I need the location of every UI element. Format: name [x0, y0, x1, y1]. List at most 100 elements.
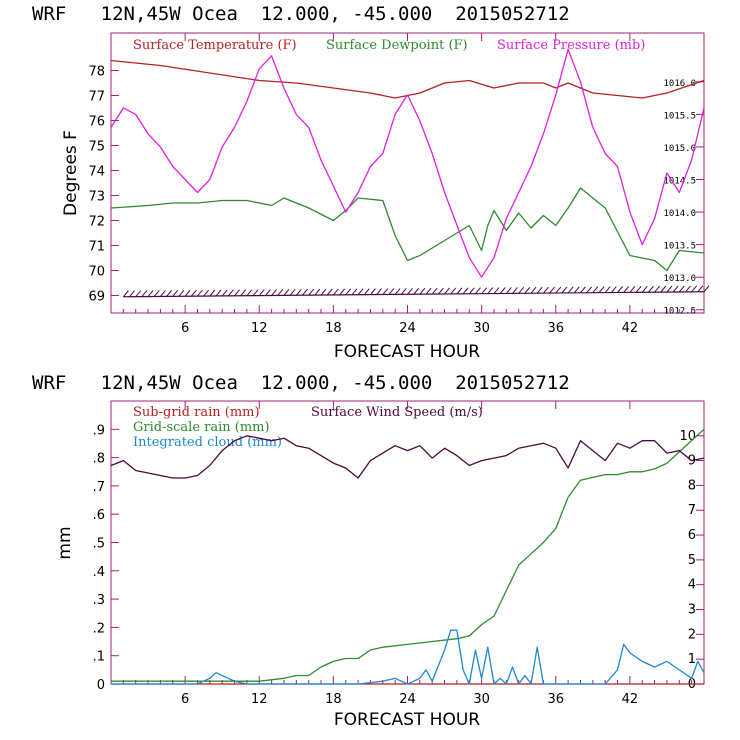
wind-barb — [178, 289, 185, 297]
wind-barb — [475, 287, 481, 295]
panel1-y2tick-label: 1016.0 — [663, 79, 696, 89]
panel1-ytick-label: 69 — [88, 290, 105, 305]
panel1-y2tick-label: 1015.5 — [663, 111, 696, 121]
wind-barb — [549, 286, 555, 294]
wind-barb — [592, 286, 599, 294]
legend-subgrid-rain: Sub-grid rain (mm) — [133, 405, 260, 420]
panel2-ytick-label: 0 — [97, 678, 105, 693]
panel1-ytick-label: 70 — [88, 265, 105, 280]
wind-barb — [629, 286, 636, 293]
wind-barb — [370, 288, 376, 295]
wind-barb — [203, 289, 210, 297]
wind-barb — [376, 288, 382, 295]
panel1-y2tick-label: 1013.0 — [663, 274, 696, 284]
wind-barb — [561, 286, 568, 294]
wind-barb — [543, 286, 549, 294]
panel1-title: WRF 12N,45W Ocea 12.000, -45.000 2015052… — [32, 3, 570, 25]
panel1-ytick-label: 71 — [88, 240, 105, 255]
wind-barb — [394, 288, 401, 295]
wind-barb — [678, 285, 685, 293]
wind-barb — [660, 285, 667, 293]
panel1-series-surface-temperature-f — [110, 59, 705, 99]
wind-barb — [505, 287, 512, 294]
wind-barb — [345, 288, 352, 296]
wind-barb — [332, 288, 339, 296]
panel1-y2tick-label: 1014.0 — [663, 209, 696, 219]
wind-barb — [351, 288, 358, 296]
panel2-y2tick-label: 10 — [679, 429, 696, 444]
wind-barb — [388, 288, 395, 295]
panel2-ytick-label: .5 — [93, 537, 105, 552]
wind-barb — [184, 289, 191, 297]
panel2-y2tick-label: 6 — [688, 528, 696, 543]
panel2-ytick-label: .8 — [93, 452, 105, 467]
panel1-y2tick-label: 1014.5 — [663, 177, 696, 187]
wind-barb — [166, 290, 172, 297]
panel2-title: WRF 12N,45W Ocea 12.000, -45.000 2015052… — [32, 372, 570, 394]
wind-barb — [129, 290, 135, 298]
wind-barb — [302, 288, 308, 296]
wind-barb — [314, 288, 321, 296]
panel2-ytick-label: .2 — [93, 621, 105, 636]
wind-barb — [617, 286, 623, 293]
panel2-ytick-label: .9 — [93, 423, 105, 438]
wind-barb — [666, 285, 673, 293]
wind-barb — [610, 286, 617, 293]
wind-barb — [530, 286, 537, 294]
wind-barb — [499, 287, 506, 294]
panel2-ytick-label: .3 — [93, 593, 105, 608]
wind-barb — [160, 290, 166, 297]
panel2-xlabel: FORECAST HOUR — [334, 710, 480, 730]
panel1-ylabel: Degrees F — [61, 130, 81, 216]
wind-barb — [697, 285, 704, 293]
wind-barb — [703, 285, 710, 293]
wind-barb — [363, 288, 370, 295]
wind-barb — [536, 286, 543, 294]
wind-barb — [234, 289, 240, 297]
panel2-ytick-label: .4 — [93, 565, 105, 580]
wind-barb — [623, 286, 630, 293]
wind-barb — [320, 288, 327, 296]
wind-barb — [512, 287, 518, 294]
legend-grid-scale-rain: Grid-scale rain (mm) — [133, 420, 270, 435]
wind-barb — [481, 287, 488, 294]
panel2-y2tick-label: 1 — [688, 652, 696, 667]
panel2-ytick-label: .1 — [93, 650, 105, 665]
panel1-series-group — [110, 48, 710, 298]
wind-barb — [122, 290, 129, 298]
wind-barb — [635, 286, 642, 293]
wind-barb — [567, 286, 574, 294]
wind-barb — [147, 290, 154, 297]
wind-barb — [258, 289, 265, 296]
wind-barb — [141, 290, 148, 297]
panel1-ytick-label: 76 — [88, 115, 105, 130]
wind-barb — [468, 287, 475, 295]
wind-barb — [246, 289, 253, 297]
wind-barb — [265, 289, 271, 296]
panel2-xtick-label: 24 — [399, 692, 416, 707]
wind-barb — [641, 285, 648, 293]
panel2-y2tick-label: 4 — [688, 578, 696, 593]
wind-barb — [308, 288, 315, 296]
wind-barb — [277, 289, 284, 296]
panel2-ytick-label: .7 — [93, 480, 105, 495]
wind-barb — [450, 287, 457, 295]
wind-barb — [221, 289, 228, 297]
wind-barb — [190, 289, 197, 297]
wind-barb — [586, 286, 593, 294]
wind-barb — [648, 285, 654, 293]
panel2-xtick-label: 36 — [547, 692, 564, 707]
panel1-xtick-label: 12 — [251, 321, 268, 336]
panel1-xtick-label: 42 — [622, 321, 639, 336]
panel1-series-surface-pressure-mb — [110, 48, 705, 278]
panel2-y2tick-label: 3 — [688, 603, 696, 618]
wind-barb — [456, 287, 463, 295]
panel2-ytick-label: .6 — [93, 508, 105, 523]
wind-barb — [431, 287, 438, 295]
wind-barb — [419, 287, 426, 295]
panel1-xlabel: FORECAST HOUR — [334, 342, 480, 362]
wind-barb — [252, 289, 259, 296]
panel2-xtick-label: 18 — [325, 692, 342, 707]
panel1-xtick-label: 6 — [181, 321, 189, 336]
